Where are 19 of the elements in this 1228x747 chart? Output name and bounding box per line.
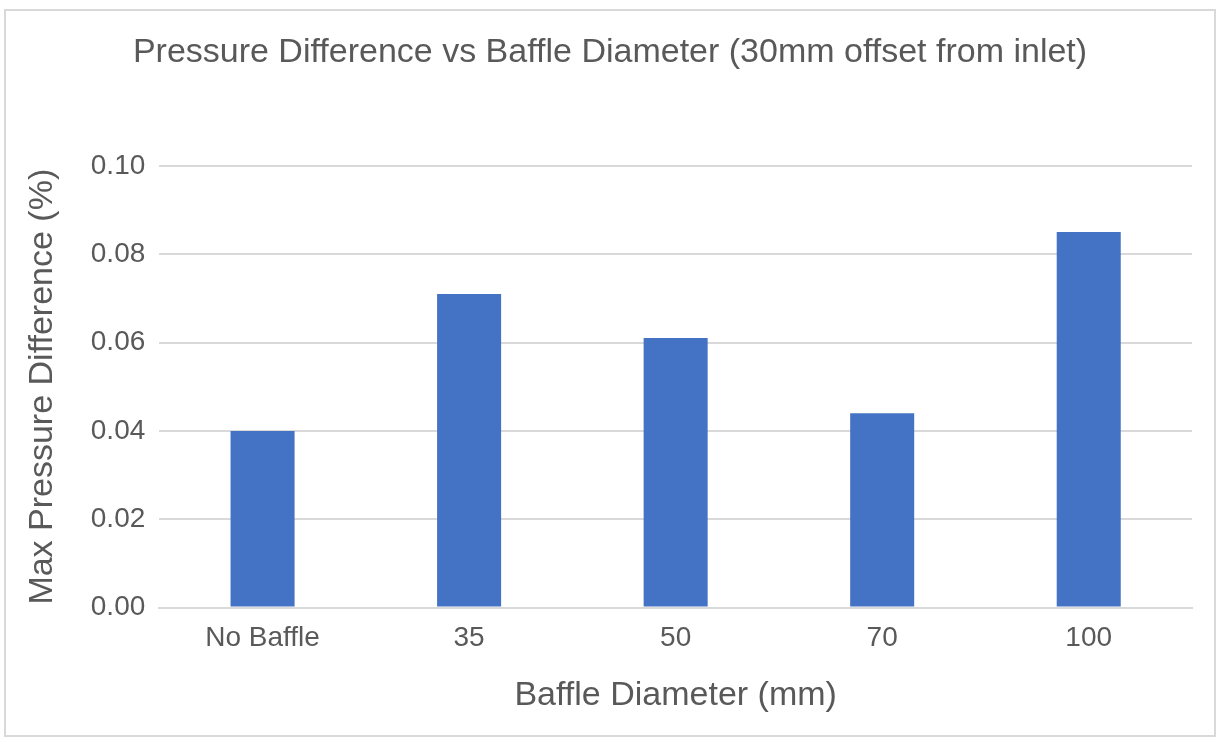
bar xyxy=(850,413,915,607)
y-tick-label: 0.02 xyxy=(90,501,146,533)
x-tick-label: 70 xyxy=(866,621,898,653)
y-tick-label: 0.00 xyxy=(90,590,146,622)
x-tick-label: 50 xyxy=(660,621,692,653)
x-tick-label: 100 xyxy=(1065,621,1113,653)
x-tick-label: No Baffle xyxy=(205,621,320,653)
y-axis-title: Max Pressure Difference (%) xyxy=(20,168,59,605)
bar xyxy=(1056,232,1121,607)
chart-title: Pressure Difference vs Baffle Diameter (30mm offset from inlet) xyxy=(131,30,1089,71)
bar xyxy=(643,338,708,607)
y-tick-label: 0.08 xyxy=(90,236,146,268)
bar xyxy=(230,430,295,607)
x-axis-title: Baffle Diameter (mm) xyxy=(514,673,837,712)
y-tick-label: 0.10 xyxy=(90,148,146,180)
y-tick-label: 0.04 xyxy=(90,413,146,445)
y-tick-label: 0.06 xyxy=(90,325,146,357)
bar xyxy=(437,293,502,607)
x-tick-label: 35 xyxy=(453,621,485,653)
